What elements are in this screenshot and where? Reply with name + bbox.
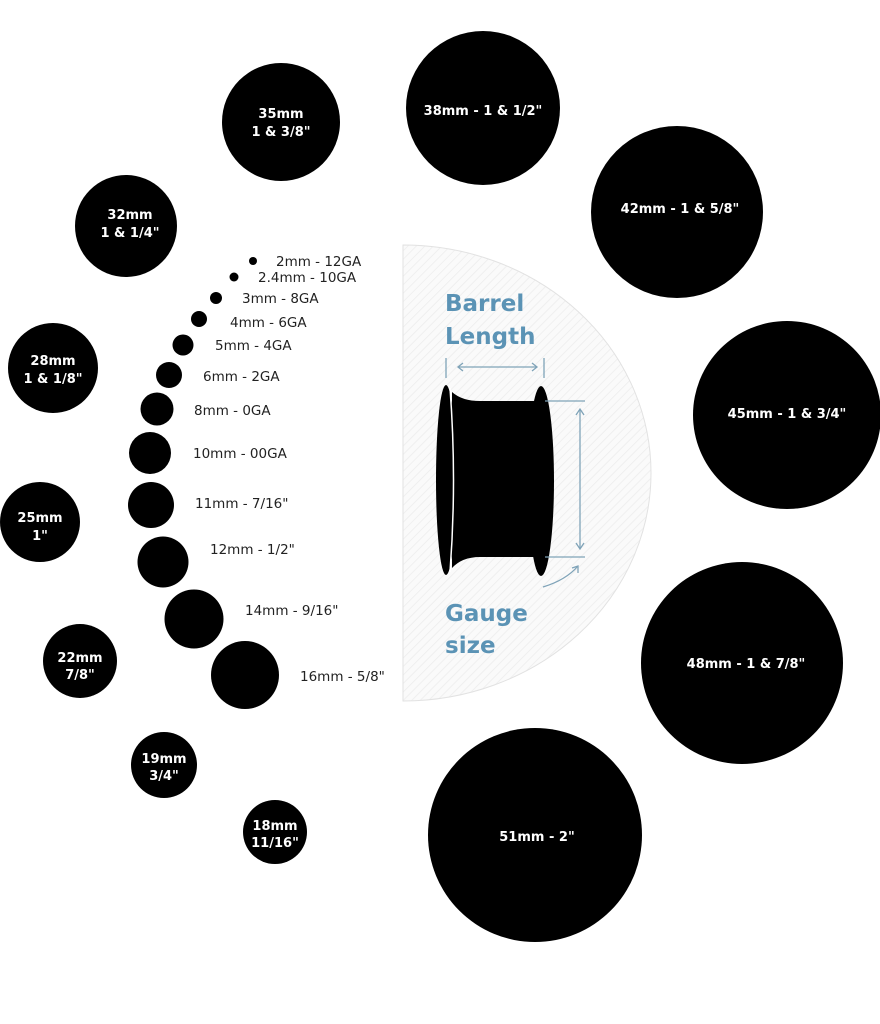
size-mm-label: 25mm <box>17 511 62 526</box>
size-label: 48mm - 1 & 7/8" <box>687 657 806 672</box>
size-label: 16mm - 5/8" <box>300 669 385 685</box>
size-label: 11mm - 7/16" <box>195 496 288 512</box>
size-inch-label: 1 & 1/8" <box>23 372 82 387</box>
size-label: 3mm - 8GA <box>242 291 319 307</box>
size-label: 4mm - 6GA <box>230 315 307 331</box>
size-dot-8mm <box>140 392 174 426</box>
size-label: 38mm - 1 & 1/2" <box>424 104 543 119</box>
size-inch-label: 1 & 1/4" <box>100 226 159 241</box>
size-dot-5mm <box>172 334 194 356</box>
size-label: 12mm - 1/2" <box>210 542 295 558</box>
barrel-length-label-line1: Barrel <box>445 291 524 317</box>
size-disc-48mm <box>641 562 843 764</box>
size-label: 5mm - 4GA <box>215 338 292 354</box>
barrel-length-arrow <box>445 358 545 378</box>
size-label: 2.4mm - 10GA <box>258 270 357 286</box>
right-gauge-sizes: 38mm - 1 & 1/2" 42mm - 1 & 5/8" 45mm - 1… <box>406 31 880 942</box>
size-dot-14mm <box>164 589 224 649</box>
size-label: 8mm - 0GA <box>194 403 271 419</box>
barrel-length-label-line2: Length <box>445 324 535 350</box>
size-label: 45mm - 1 & 3/4" <box>728 407 847 422</box>
size-dot-3mm <box>210 292 222 304</box>
size-disc-28mm <box>8 323 98 413</box>
size-label: 2mm - 12GA <box>276 254 362 270</box>
size-disc-18mm <box>243 800 307 864</box>
size-label: 51mm - 2" <box>499 830 574 845</box>
size-dot-10mm <box>129 432 171 474</box>
size-dot-2mm <box>249 257 257 265</box>
size-disc-42mm <box>591 126 763 298</box>
size-disc-51mm <box>428 728 642 942</box>
size-disc-35mm <box>222 63 340 181</box>
size-disc-25mm <box>0 482 80 562</box>
size-disc-45mm <box>693 321 880 509</box>
size-disc-38mm <box>406 31 560 185</box>
size-dot-12mm <box>137 536 189 588</box>
size-mm-label: 18mm <box>252 819 297 834</box>
size-label: 14mm - 9/16" <box>245 603 338 619</box>
size-label: 6mm - 2GA <box>203 369 280 385</box>
size-dot-4mm <box>191 311 207 327</box>
size-disc-32mm <box>75 175 177 277</box>
plug-illustration <box>436 385 554 576</box>
small-gauge-sizes: 2mm - 12GA 2.4mm - 10GA 3mm - 8GA 4mm - … <box>128 254 385 709</box>
size-inch-label: 1 & 3/8" <box>251 125 310 140</box>
size-mm-label: 22mm <box>57 651 102 666</box>
size-label: 10mm - 00GA <box>193 446 288 462</box>
size-disc-19mm <box>131 732 197 798</box>
gauge-size-arrow <box>542 400 585 588</box>
size-dot-2.4mm <box>229 272 239 282</box>
size-inch-label: 3/4" <box>149 769 179 784</box>
size-mm-label: 19mm <box>141 752 186 767</box>
size-inch-label: 11/16" <box>251 836 299 851</box>
size-inch-label: 1" <box>32 529 48 544</box>
left-gauge-sizes: 18mm 11/16" 19mm 3/4" 22mm 7/8" 25mm 1" … <box>0 63 340 864</box>
size-dot-6mm <box>156 362 182 388</box>
size-disc-22mm <box>43 624 117 698</box>
size-dot-16mm <box>211 641 279 709</box>
size-label: 42mm - 1 & 5/8" <box>621 202 740 217</box>
gauge-size-label-line1: Gauge <box>445 601 528 627</box>
size-mm-label: 32mm <box>107 208 152 223</box>
gauge-size-label-line2: size <box>445 633 496 659</box>
size-dot-11mm <box>128 482 174 528</box>
size-inch-label: 7/8" <box>65 668 95 683</box>
size-mm-label: 28mm <box>30 354 75 369</box>
size-mm-label: 35mm <box>258 107 303 122</box>
